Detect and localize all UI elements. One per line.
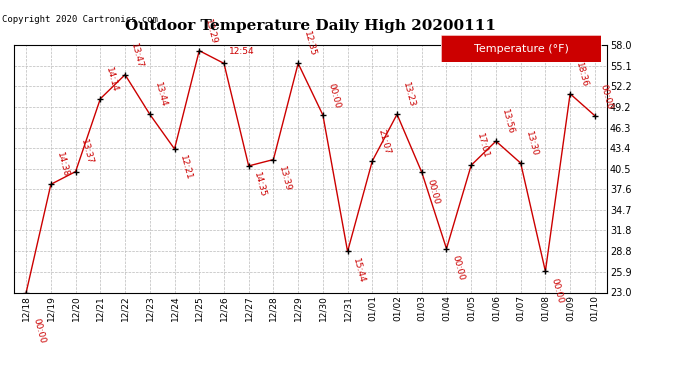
Text: 13:37: 13:37 (79, 139, 95, 166)
Text: 13:29: 13:29 (203, 18, 218, 45)
Text: 13:39: 13:39 (277, 165, 293, 192)
Text: 00:00: 00:00 (426, 178, 441, 205)
Text: 00:00: 00:00 (326, 82, 342, 110)
Text: 00:00: 00:00 (31, 317, 46, 345)
Text: 14:38: 14:38 (55, 152, 70, 178)
Text: 13:47: 13:47 (129, 42, 144, 69)
Text: 13:30: 13:30 (524, 130, 540, 158)
Text: 00:00: 00:00 (450, 254, 466, 282)
Text: Copyright 2020 Cartronics.com: Copyright 2020 Cartronics.com (2, 15, 158, 24)
Title: Outdoor Temperature Daily High 20200111: Outdoor Temperature Daily High 20200111 (125, 18, 496, 33)
Text: 00:00: 00:00 (598, 83, 614, 110)
Text: 12:35: 12:35 (302, 30, 317, 58)
Text: 13:44: 13:44 (153, 81, 169, 109)
Text: 12:21: 12:21 (178, 154, 194, 182)
Text: 00:00: 00:00 (549, 277, 564, 304)
Text: 14:35: 14:35 (253, 172, 268, 199)
Text: 13:56: 13:56 (500, 108, 515, 135)
Text: 21:07: 21:07 (376, 128, 391, 155)
Text: 15:44: 15:44 (351, 257, 366, 284)
Text: 14:14: 14:14 (104, 66, 119, 93)
Text: 18:36: 18:36 (574, 61, 589, 88)
Text: 13:23: 13:23 (401, 81, 416, 109)
Text: 12:54: 12:54 (229, 47, 255, 56)
Text: 17:01: 17:01 (475, 132, 491, 159)
